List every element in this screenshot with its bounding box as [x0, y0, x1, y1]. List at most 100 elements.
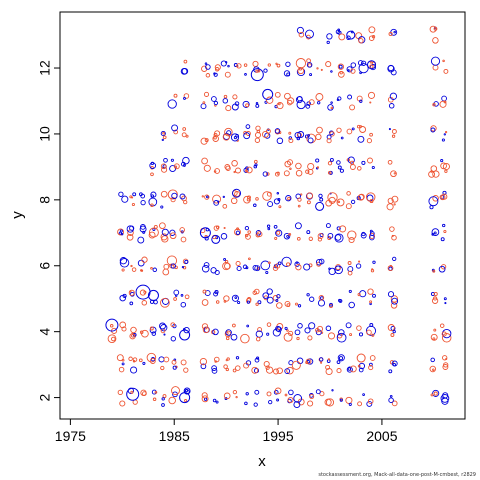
- positive-residual-point: [137, 236, 145, 244]
- positive-residual-point: [235, 230, 241, 235]
- positive-residual-point: [234, 296, 238, 299]
- positive-residual-point: [346, 30, 356, 40]
- negative-residual-point: [369, 355, 376, 361]
- positive-residual-point: [160, 130, 166, 137]
- positive-residual-point: [244, 225, 250, 231]
- positive-residual-point: [293, 401, 301, 409]
- positive-residual-point: [337, 354, 345, 362]
- positive-residual-point: [246, 300, 250, 304]
- positive-residual-point: [338, 299, 343, 303]
- positive-residual-point: [276, 137, 284, 145]
- positive-residual-point: [441, 95, 447, 102]
- negative-residual-point: [235, 167, 241, 174]
- positive-residual-point: [443, 297, 447, 301]
- positive-residual-point: [444, 302, 447, 305]
- y-tick-label: 12: [37, 60, 53, 76]
- positive-residual-point: [276, 326, 282, 333]
- negative-residual-point: [223, 392, 231, 400]
- negative-residual-point: [287, 159, 293, 166]
- negative-residual-point: [430, 393, 434, 397]
- negative-residual-point: [307, 400, 314, 407]
- negative-residual-point: [257, 327, 263, 333]
- positive-residual-point: [227, 64, 230, 68]
- negative-residual-point: [430, 165, 438, 172]
- negative-residual-point: [109, 324, 114, 328]
- positive-residual-point: [120, 232, 124, 236]
- positive-residual-point: [350, 62, 357, 68]
- positive-residual-point: [160, 205, 164, 209]
- positive-residual-point: [220, 233, 228, 240]
- negative-residual-point: [138, 358, 143, 363]
- data-points: [105, 25, 452, 409]
- positive-residual-point: [441, 138, 445, 142]
- negative-residual-point: [265, 365, 270, 370]
- negative-residual-point: [213, 170, 217, 173]
- negative-residual-point: [284, 160, 291, 168]
- positive-residual-point: [181, 67, 189, 75]
- negative-residual-point: [161, 166, 168, 173]
- positive-residual-point: [179, 392, 191, 404]
- footer-credit: stockassessment.org, Mack-all-data-one-p…: [318, 472, 476, 478]
- negative-residual-point: [306, 200, 311, 205]
- negative-residual-point: [180, 236, 187, 243]
- negative-residual-point: [441, 331, 447, 337]
- negative-residual-point: [244, 233, 249, 238]
- negative-residual-point: [432, 368, 435, 371]
- positive-residual-point: [230, 133, 240, 142]
- positive-residual-point: [243, 167, 249, 173]
- positive-residual-point: [348, 289, 352, 293]
- positive-residual-point: [392, 256, 397, 262]
- positive-residual-point: [232, 188, 242, 198]
- positive-residual-point: [338, 356, 344, 361]
- negative-residual-point: [276, 302, 283, 309]
- positive-residual-point: [303, 263, 311, 271]
- positive-residual-point: [347, 69, 350, 72]
- negative-residual-point: [391, 134, 396, 138]
- negative-residual-point: [444, 169, 448, 173]
- negative-residual-point: [388, 31, 393, 37]
- positive-residual-point: [347, 156, 355, 164]
- positive-residual-point: [275, 299, 279, 302]
- positive-residual-point: [242, 100, 250, 108]
- positive-residual-point: [204, 236, 209, 241]
- negative-residual-point: [366, 329, 372, 336]
- negative-residual-point: [316, 67, 319, 70]
- negative-residual-point: [295, 169, 303, 177]
- positive-residual-point: [388, 128, 391, 131]
- positive-residual-point: [254, 389, 260, 395]
- negative-residual-point: [442, 364, 449, 370]
- positive-residual-point: [297, 95, 303, 102]
- negative-residual-point: [390, 170, 397, 178]
- negative-residual-point: [162, 394, 167, 399]
- negative-residual-point: [235, 365, 241, 371]
- positive-residual-point: [266, 288, 273, 295]
- negative-residual-point: [432, 37, 439, 44]
- negative-residual-point: [305, 169, 310, 174]
- negative-residual-point: [128, 356, 133, 362]
- positive-residual-point: [329, 130, 334, 136]
- negative-residual-point: [439, 100, 447, 108]
- positive-residual-point: [351, 127, 355, 131]
- negative-residual-point: [276, 63, 281, 68]
- positive-residual-point: [262, 171, 268, 177]
- positive-residual-point: [119, 258, 130, 268]
- positive-residual-point: [130, 366, 138, 374]
- negative-residual-point: [428, 170, 436, 178]
- positive-residual-point: [171, 124, 179, 132]
- positive-residual-point: [359, 290, 367, 298]
- negative-residual-point: [295, 264, 302, 271]
- negative-residual-point: [251, 366, 259, 374]
- negative-residual-point: [357, 364, 361, 368]
- positive-residual-point: [276, 398, 280, 402]
- positive-residual-point: [160, 324, 168, 332]
- negative-residual-point: [431, 297, 439, 304]
- negative-residual-point: [440, 162, 447, 170]
- negative-residual-point: [369, 132, 373, 137]
- positive-residual-point: [346, 35, 351, 41]
- positive-residual-point: [358, 362, 366, 370]
- positive-residual-point: [161, 397, 165, 401]
- negative-residual-point: [317, 233, 324, 240]
- positive-residual-point: [204, 62, 208, 65]
- positive-residual-point: [371, 165, 375, 170]
- positive-residual-point: [213, 200, 220, 206]
